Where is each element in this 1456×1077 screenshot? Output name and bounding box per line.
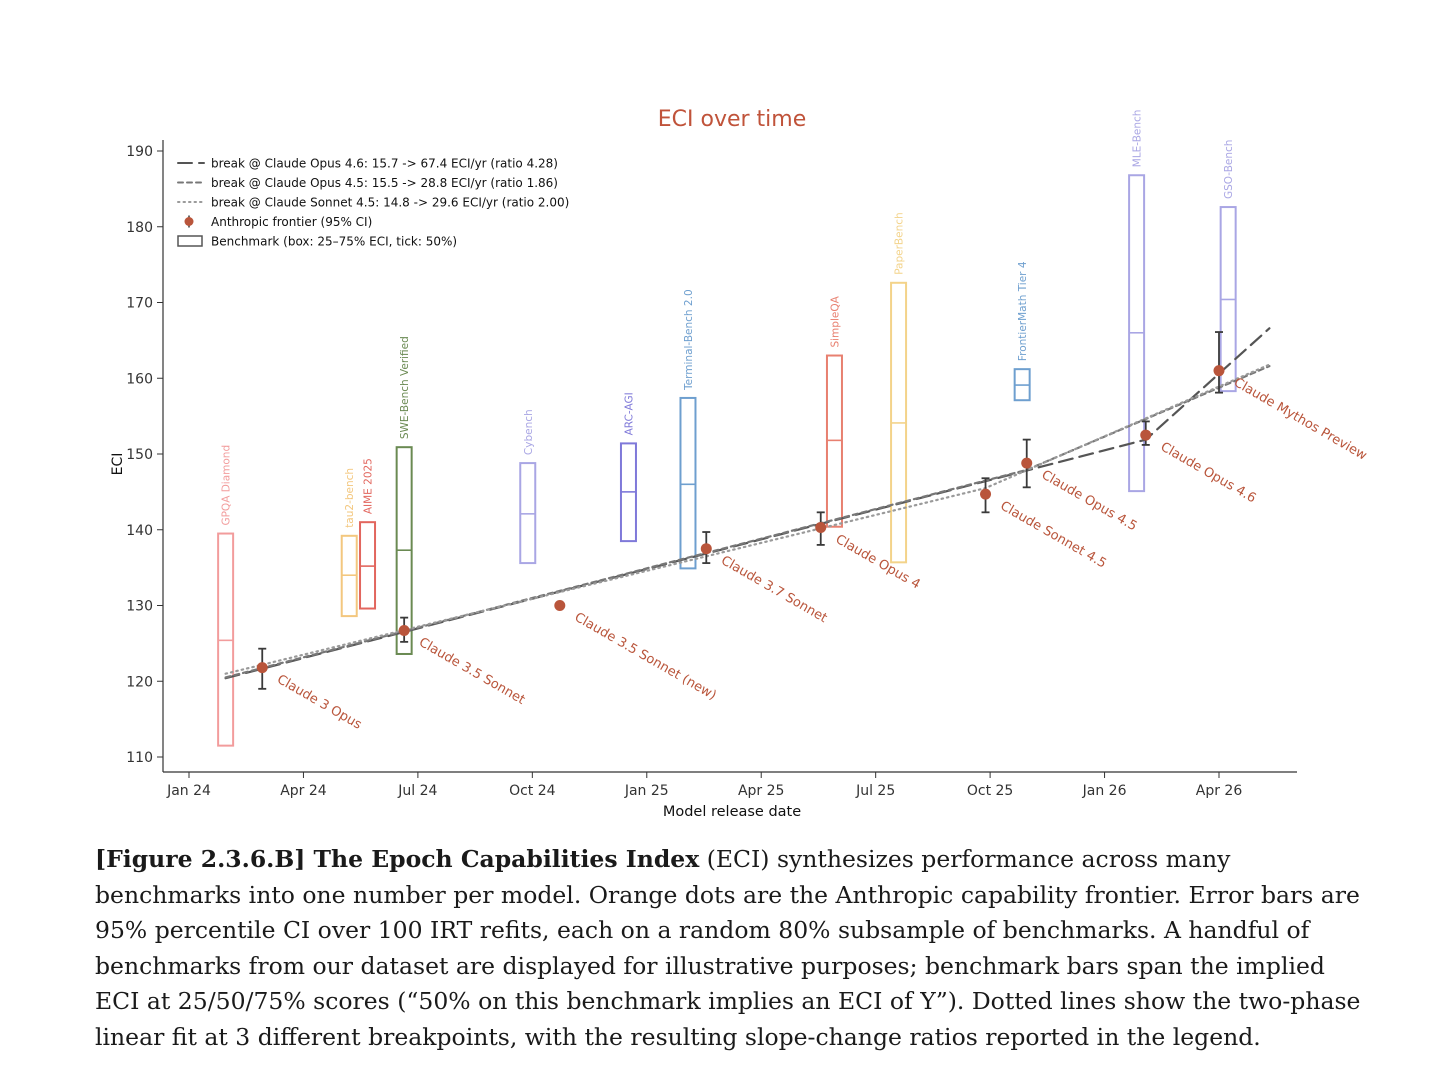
x-tick-label: Jul 25 xyxy=(855,783,895,799)
legend-label: break @ Claude Opus 4.5: 15.5 -> 28.8 EC… xyxy=(211,176,558,190)
benchmark-label: tau2-bench xyxy=(344,468,356,528)
frontier-label: Claude Opus 4 xyxy=(833,532,923,593)
frontier-point xyxy=(1021,457,1033,469)
figure-caption: [Figure 2.3.6.B] The Epoch Capabilities … xyxy=(95,842,1365,1055)
frontier-point xyxy=(815,521,827,533)
benchmark-simpleqa: SimpleQA xyxy=(825,295,843,528)
x-tick-label: Jul 24 xyxy=(397,783,437,799)
x-tick-label: Oct 25 xyxy=(967,783,1013,799)
frontier-claude-3-5-sonnet: Claude 3.5 Sonnet xyxy=(398,616,527,708)
legend-label: break @ Claude Sonnet 4.5: 14.8 -> 29.6 … xyxy=(211,196,569,210)
frontier-point xyxy=(256,662,268,674)
fit-line-dashed-long xyxy=(224,327,1271,680)
frontier-claude-3-7-sonnet: Claude 3.7 Sonnet xyxy=(700,531,830,626)
benchmark-label: FrontierMath Tier 4 xyxy=(1017,261,1029,361)
y-tick-label: 120 xyxy=(126,674,153,690)
frontier-label: Claude Opus 4.6 xyxy=(1158,440,1259,507)
caption-body: (ECI) synthesizes performance across man… xyxy=(95,845,1361,1051)
y-tick-label: 110 xyxy=(126,750,153,766)
benchmark-arc-agi: ARC-AGI xyxy=(619,392,637,543)
frontier-point xyxy=(1213,365,1225,377)
benchmark-label: PaperBench xyxy=(894,212,906,274)
benchmark-label: GSO-Bench xyxy=(1223,140,1235,200)
legend-label: Benchmark (box: 25–75% ECI, tick: 50%) xyxy=(211,235,457,249)
frontier-label: Claude 3.5 Sonnet xyxy=(416,635,527,708)
legend: break @ Claude Opus 4.6: 15.7 -> 67.4 EC… xyxy=(177,157,569,249)
benchmark-cybench: Cybench xyxy=(519,409,537,565)
benchmark-gpqa-diamond: GPQA Diamond xyxy=(217,445,235,747)
benchmark-label: Terminal-Bench 2.0 xyxy=(683,289,695,391)
frontier-claude-opus-4-6: Claude Opus 4.6 xyxy=(1140,420,1259,507)
chart-title: ECI over time xyxy=(658,107,807,132)
benchmark-label: ARC-AGI xyxy=(623,392,635,435)
x-tick-label: Jan 24 xyxy=(166,783,211,799)
benchmark-label: SWE-Bench Verified xyxy=(399,336,411,439)
benchmark-mle-bench: MLE-Bench xyxy=(1128,110,1146,493)
x-tick-label: Jan 26 xyxy=(1082,783,1127,799)
frontier-claude-3-5-sonnet-new-: Claude 3.5 Sonnet (new) xyxy=(554,600,719,703)
y-tick-label: 160 xyxy=(126,371,153,387)
benchmark-swe-bench-verified: SWE-Bench Verified xyxy=(395,336,413,655)
benchmark-paperbench: PaperBench xyxy=(890,212,908,564)
benchmark-label: MLE-Bench xyxy=(1132,110,1144,168)
frontier-point xyxy=(700,543,712,555)
legend-label: Anthropic frontier (95% CI) xyxy=(211,215,372,229)
x-tick-label: Apr 25 xyxy=(738,783,784,799)
x-tick-label: Apr 26 xyxy=(1196,783,1243,799)
frontier-point xyxy=(1140,429,1152,441)
x-tick-label: Jan 25 xyxy=(624,783,669,799)
legend-symbol-box xyxy=(177,235,203,247)
x-tick-label: Oct 24 xyxy=(509,783,556,799)
benchmark-gso-bench: GSO-Bench xyxy=(1219,140,1237,393)
frontier-label: Claude 3.5 Sonnet (new) xyxy=(572,610,719,703)
benchmark-label: SimpleQA xyxy=(829,295,841,347)
frontier-label: Claude Opus 4.5 xyxy=(1039,468,1140,535)
x-tick-label: Apr 24 xyxy=(280,783,327,799)
frontier-label: Claude 3.7 Sonnet xyxy=(718,553,829,626)
y-tick-label: 170 xyxy=(126,296,153,312)
benchmark-label: AIME 2025 xyxy=(363,458,375,514)
caption-lead: [Figure 2.3.6.B] The Epoch Capabilities … xyxy=(95,845,700,873)
benchmark-frontiermath-tier-4: FrontierMath Tier 4 xyxy=(1013,261,1031,402)
benchmark-tau2-bench: tau2-bench xyxy=(340,468,358,618)
benchmark-terminal-bench-2-0: Terminal-Bench 2.0 xyxy=(679,289,697,570)
y-axis-label: ECI xyxy=(110,453,126,476)
benchmark-aime-2025: AIME 2025 xyxy=(359,458,377,610)
y-tick-label: 190 xyxy=(126,144,153,160)
y-tick-label: 140 xyxy=(126,523,153,539)
y-tick-label: 130 xyxy=(126,599,153,615)
y-tick-label: 150 xyxy=(126,447,153,463)
eci-chart: ECI over time 110 120 130 140 150 160 170 180 190… xyxy=(110,107,1370,820)
frontier-label: Claude 3 Opus xyxy=(274,672,364,733)
frontier-point xyxy=(398,624,410,636)
frontier-point xyxy=(980,488,992,500)
frontier-point xyxy=(554,600,566,611)
legend-label: break @ Claude Opus 4.6: 15.7 -> 67.4 EC… xyxy=(211,157,558,171)
legend-symbol-point-errorbar xyxy=(184,215,194,228)
benchmark-label: GPQA Diamond xyxy=(221,445,233,526)
benchmark-box xyxy=(679,396,697,570)
frontier-claude-mythos-preview: Claude Mythos Preview xyxy=(1213,331,1370,464)
y-tick-label: 180 xyxy=(126,220,153,236)
x-axis-label: Model release date xyxy=(663,804,801,820)
frontier-label: Claude Mythos Preview xyxy=(1231,375,1370,464)
benchmark-label: Cybench xyxy=(523,409,535,455)
